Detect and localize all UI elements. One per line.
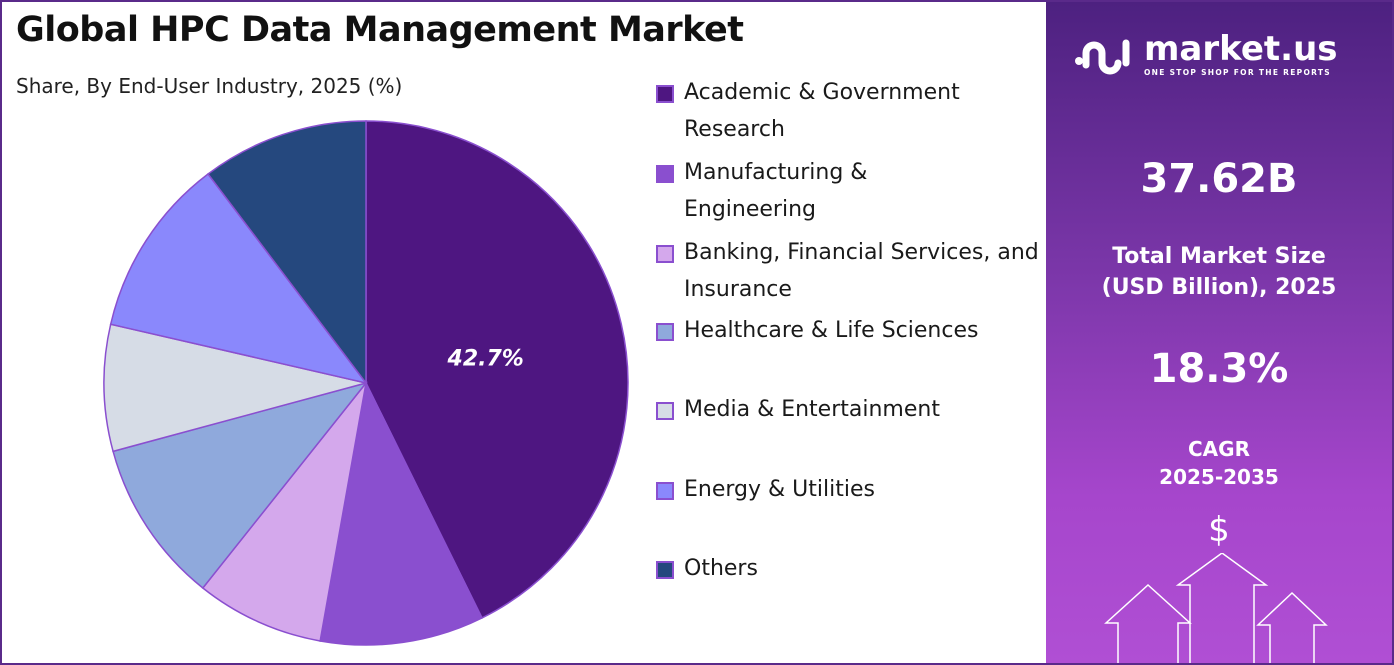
legend-label: Media & Entertainment <box>684 397 940 422</box>
cagr-value: 18.3% <box>1149 346 1289 392</box>
pie-chart: 42.7% <box>103 120 629 646</box>
cagr-label: CAGR <box>1188 437 1250 461</box>
pie-slice <box>109 172 368 385</box>
legend-item: Academic & Government Research <box>656 78 1014 148</box>
legend-swatch <box>656 85 674 103</box>
legend-swatch <box>656 165 674 183</box>
pie-slice <box>365 120 629 619</box>
logo-tagline: ONE STOP SHOP FOR THE REPORTS <box>1144 68 1331 77</box>
cagr-period: 2025-2035 <box>1159 465 1279 489</box>
legend-item: Media & Entertainment <box>656 395 1044 428</box>
legend-label: Academic & Government Research <box>684 80 960 142</box>
market-size-label: Total Market Size <box>1112 244 1326 269</box>
legend-item: Energy & Utilities <box>656 475 1044 508</box>
legend-label: Others <box>684 556 758 581</box>
market-size-label-2: (USD Billion), 2025 <box>1101 275 1337 300</box>
logo-text: market.us <box>1144 29 1338 69</box>
growth-arrows-icon <box>1104 553 1328 663</box>
chart-subtitle: Share, By End-User Industry, 2025 (%) <box>16 74 403 98</box>
legend-label: Healthcare & Life Sciences <box>684 318 979 343</box>
legend-swatch <box>656 402 674 420</box>
pie-slice <box>206 120 367 386</box>
legend-item: Healthcare & Life Sciences <box>656 316 1044 349</box>
summary-panel: market.us ONE STOP SHOP FOR THE REPORTS … <box>1046 2 1392 663</box>
legend-label: Manufacturing & Engineering <box>684 160 868 222</box>
data-label: 42.7% <box>447 346 524 371</box>
legend-swatch <box>656 482 674 500</box>
chart-title: Global HPC Data Management Market <box>16 10 744 50</box>
legend-item: Banking, Financial Services, and Insuran… <box>656 238 1039 308</box>
pie-slice <box>319 380 484 646</box>
market-size-value: 37.62B <box>1140 156 1298 202</box>
legend-item: Others <box>656 554 1044 587</box>
legend-swatch <box>656 561 674 579</box>
legend-label: Energy & Utilities <box>684 477 875 502</box>
pie-slice <box>103 323 367 453</box>
pie-slice <box>112 381 369 590</box>
logo-icon <box>1075 39 1130 74</box>
legend-label: Banking, Financial Services, and Insuran… <box>684 240 1039 302</box>
market-us-logo: market.us ONE STOP SHOP FOR THE REPORTS <box>1074 32 1338 77</box>
dollar-icon: $ <box>1208 510 1230 550</box>
legend-swatch <box>656 323 674 341</box>
pie-slice <box>201 382 367 642</box>
legend-swatch <box>656 245 674 263</box>
legend-item: Manufacturing & Engineering <box>656 158 914 228</box>
